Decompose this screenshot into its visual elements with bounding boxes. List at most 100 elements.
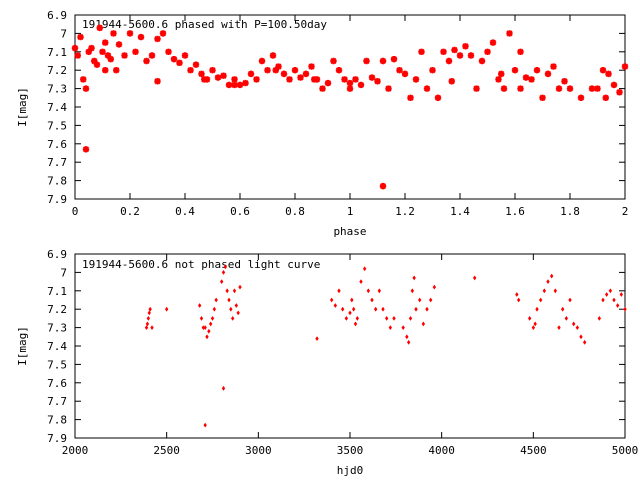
data-point	[181, 52, 189, 59]
data-point	[341, 76, 348, 83]
x-tick-label: 1.2	[395, 205, 415, 218]
data-point	[374, 78, 381, 85]
data-point	[205, 334, 209, 340]
data-point	[560, 306, 565, 312]
data-point	[132, 48, 139, 55]
data-point	[385, 85, 392, 92]
data-point	[297, 74, 304, 81]
data-point	[203, 325, 207, 330]
y-tick-label: 7.3	[47, 322, 67, 335]
data-point	[337, 288, 341, 294]
data-point	[203, 422, 207, 428]
data-point	[247, 70, 255, 78]
data-point	[418, 48, 425, 55]
data-point	[77, 33, 84, 41]
data-point	[522, 74, 530, 81]
data-point	[517, 48, 524, 55]
data-point	[568, 297, 572, 303]
y-tick-label: 7.2	[47, 64, 67, 77]
y-tick-label: 7.5	[47, 119, 67, 132]
data-point	[531, 325, 536, 330]
data-point	[515, 292, 519, 297]
data-point	[601, 297, 605, 303]
x-tick-label: 1.4	[450, 205, 470, 218]
data-points	[71, 24, 629, 190]
x-tick-label: 0	[72, 205, 79, 218]
x-axis-label: hjd0	[337, 464, 364, 477]
data-point	[212, 306, 217, 312]
x-tick-label: 3500	[337, 444, 364, 457]
data-point	[329, 297, 334, 303]
data-point	[498, 70, 505, 78]
data-point	[225, 81, 233, 89]
data-point	[221, 385, 226, 391]
data-point	[351, 306, 356, 312]
data-point	[146, 316, 151, 321]
data-point	[147, 310, 151, 316]
data-point	[154, 78, 161, 85]
x-tick-label: 1.6	[505, 205, 525, 218]
data-point	[588, 85, 596, 92]
data-point	[88, 44, 95, 52]
data-point	[564, 316, 569, 321]
data-point	[280, 70, 288, 78]
data-point	[412, 275, 416, 281]
data-point	[350, 297, 354, 303]
data-point	[230, 316, 235, 321]
data-point	[594, 85, 601, 92]
data-point	[381, 306, 385, 312]
data-point	[107, 55, 114, 63]
data-point	[272, 67, 279, 74]
axis-ticks: 2000 2500 3000 3500 4000 4500 5000 6.9 7 7.1 7.2 7.…	[47, 248, 638, 457]
data-point	[225, 288, 229, 294]
data-point	[384, 316, 389, 321]
y-tick-label: 7	[60, 266, 67, 279]
data-point	[144, 325, 149, 330]
y-tick-label: 7.7	[47, 156, 67, 169]
data-point	[121, 52, 128, 59]
y-tick-label: 7.4	[47, 101, 67, 114]
data-point	[362, 266, 367, 272]
data-point	[164, 306, 169, 312]
data-point	[549, 273, 554, 279]
data-point	[143, 57, 150, 65]
x-tick-label: 1	[347, 205, 354, 218]
data-point	[370, 297, 374, 303]
data-point	[608, 288, 613, 294]
data-point	[396, 67, 403, 74]
y-tick-label: 6.9	[47, 248, 67, 261]
data-point	[566, 85, 574, 92]
data-point	[104, 52, 112, 59]
data-point	[102, 39, 109, 46]
data-point	[412, 76, 420, 83]
x-tick-label: 4500	[520, 444, 547, 457]
data-point	[198, 70, 205, 78]
y-tick-label: 7.1	[47, 285, 67, 298]
data-point	[401, 325, 405, 330]
data-point	[231, 81, 238, 89]
data-point	[557, 325, 561, 330]
unphased-light-curve-panel: 191944-5600.6 not phased light curve hjd…	[16, 248, 638, 477]
data-point	[264, 67, 271, 74]
data-point	[579, 334, 583, 340]
y-tick-label: 7.8	[47, 414, 67, 427]
x-tick-label: 1.8	[560, 205, 580, 218]
data-point	[390, 55, 398, 63]
data-point	[231, 76, 238, 83]
data-point	[423, 85, 431, 92]
data-point	[209, 67, 216, 74]
data-point	[335, 67, 343, 74]
chart-title: 191944-5600.6 phased with P=100.50day	[82, 18, 327, 31]
data-point	[506, 30, 513, 37]
data-point	[597, 316, 602, 321]
data-point	[555, 85, 563, 92]
data-point	[495, 76, 502, 83]
data-point	[553, 288, 558, 294]
data-point	[232, 288, 237, 294]
x-tick-label: 0.6	[230, 205, 250, 218]
data-point	[445, 57, 453, 65]
data-point	[373, 306, 378, 312]
data-point	[291, 67, 299, 74]
data-point	[359, 279, 363, 284]
